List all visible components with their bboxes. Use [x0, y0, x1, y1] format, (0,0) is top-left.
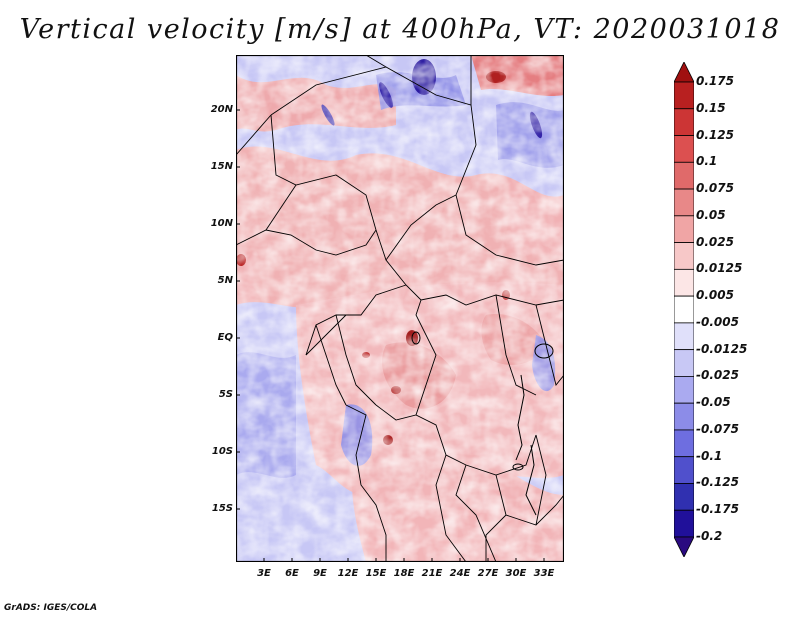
chart-title: Vertical velocity [m/s] at 400hPa, VT: 2…: [19, 14, 781, 45]
country-borders: [236, 55, 564, 562]
colorbar-label: -0.075: [696, 421, 739, 436]
colorbar-label: -0.2: [696, 529, 723, 543]
colorbar-box: [674, 429, 694, 458]
colorbar-label: -0.125: [696, 475, 739, 490]
lon-label: 24E: [449, 568, 471, 579]
lat-label: 20N: [210, 104, 233, 115]
colorbar-box: [674, 188, 694, 217]
lat-label: 5N: [217, 275, 233, 286]
axis-ticks: [236, 109, 545, 562]
lat-label: 10N: [210, 218, 233, 229]
colorbar-box: [674, 509, 694, 538]
colorbar-box: [674, 295, 694, 324]
lon-label: 12E: [337, 568, 359, 579]
lon-label: 33E: [533, 568, 555, 579]
lat-label: 15N: [210, 161, 233, 172]
colorbar-label: 0.005: [696, 288, 734, 303]
colorbar-label: -0.0125: [696, 341, 748, 356]
colorbar-box: [674, 349, 694, 377]
lon-label: 15E: [365, 568, 387, 579]
colorbar-box: [674, 322, 694, 351]
lon-label: 9E: [313, 568, 327, 579]
colorbar: [674, 62, 694, 557]
colorbar-box: [674, 81, 694, 110]
colorbar-box: [674, 215, 694, 243]
colorbar-box: [674, 456, 694, 484]
lakes: [411, 331, 554, 516]
colorbar-box: [674, 376, 694, 404]
lon-label: 18E: [393, 568, 415, 579]
colorbar-label: 0.025: [696, 234, 734, 249]
colorbar-label: -0.05: [696, 395, 731, 410]
lon-label: 27E: [477, 568, 499, 579]
colorbar-box: [674, 402, 694, 431]
lat-label: 10S: [211, 446, 233, 457]
colorbar-label: 0.075: [696, 181, 734, 196]
lat-label: 15S: [211, 503, 233, 514]
lon-label: 6E: [285, 568, 299, 579]
colorbar-label: -0.005: [696, 314, 739, 329]
colorbar-label: 0.1: [696, 154, 718, 169]
lat-label: 5S: [218, 389, 233, 400]
colorbar-label: 0.175: [696, 74, 734, 88]
colorbar-label: -0.175: [696, 502, 739, 517]
lat-label: EQ: [217, 332, 233, 343]
lon-label: 30E: [505, 568, 527, 579]
colorbar-box: [674, 242, 694, 270]
colorbar-box: [674, 161, 694, 190]
lon-label: 3E: [257, 568, 271, 579]
colorbar-label: -0.025: [696, 368, 739, 383]
colorbar-box: [674, 135, 694, 163]
velocity-map: [236, 55, 564, 562]
colorbar-max-triangle: [674, 62, 694, 83]
colorbar-label: 0.125: [696, 127, 734, 142]
colorbar-label: -0.1: [696, 448, 723, 463]
colorbar-label: 0.0125: [696, 261, 743, 276]
colorbar-min-triangle: [674, 536, 694, 557]
colorbar-box: [674, 483, 694, 511]
colorbar-label: 0.15: [696, 100, 726, 115]
colorbar-box: [674, 108, 694, 136]
grads-credit: GrADS: IGES/COLA: [4, 603, 98, 613]
lon-label: 21E: [421, 568, 443, 579]
plot-frame: [236, 55, 564, 562]
colorbar-box: [674, 268, 694, 297]
colorbar-label: 0.05: [696, 207, 726, 222]
